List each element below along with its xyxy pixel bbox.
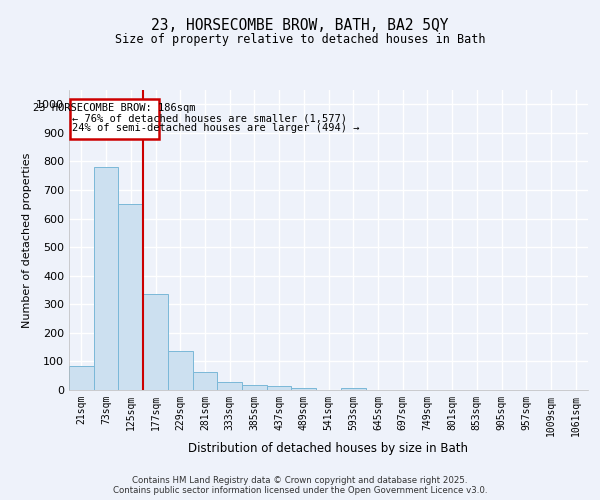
Bar — [70, 99, 159, 139]
Bar — [118, 204, 143, 390]
Text: Contains HM Land Registry data © Crown copyright and database right 2025.: Contains HM Land Registry data © Crown c… — [132, 476, 468, 485]
Bar — [193, 372, 217, 390]
Bar — [168, 352, 193, 390]
Bar — [267, 386, 292, 390]
Bar — [292, 388, 316, 390]
Bar — [242, 385, 267, 390]
Text: Contains public sector information licensed under the Open Government Licence v3: Contains public sector information licen… — [113, 486, 487, 495]
Bar — [94, 167, 118, 390]
Text: Size of property relative to detached houses in Bath: Size of property relative to detached ho… — [115, 32, 485, 46]
Bar — [143, 294, 168, 390]
Text: 23 HORSECOMBE BROW: 186sqm: 23 HORSECOMBE BROW: 186sqm — [34, 104, 196, 114]
X-axis label: Distribution of detached houses by size in Bath: Distribution of detached houses by size … — [188, 442, 469, 454]
Text: 23, HORSECOMBE BROW, BATH, BA2 5QY: 23, HORSECOMBE BROW, BATH, BA2 5QY — [151, 18, 449, 32]
Bar — [69, 366, 94, 390]
Y-axis label: Number of detached properties: Number of detached properties — [22, 152, 32, 328]
Text: 24% of semi-detached houses are larger (494) →: 24% of semi-detached houses are larger (… — [72, 124, 360, 134]
Bar — [341, 388, 365, 390]
Bar — [217, 382, 242, 390]
Text: ← 76% of detached houses are smaller (1,577): ← 76% of detached houses are smaller (1,… — [72, 114, 347, 124]
